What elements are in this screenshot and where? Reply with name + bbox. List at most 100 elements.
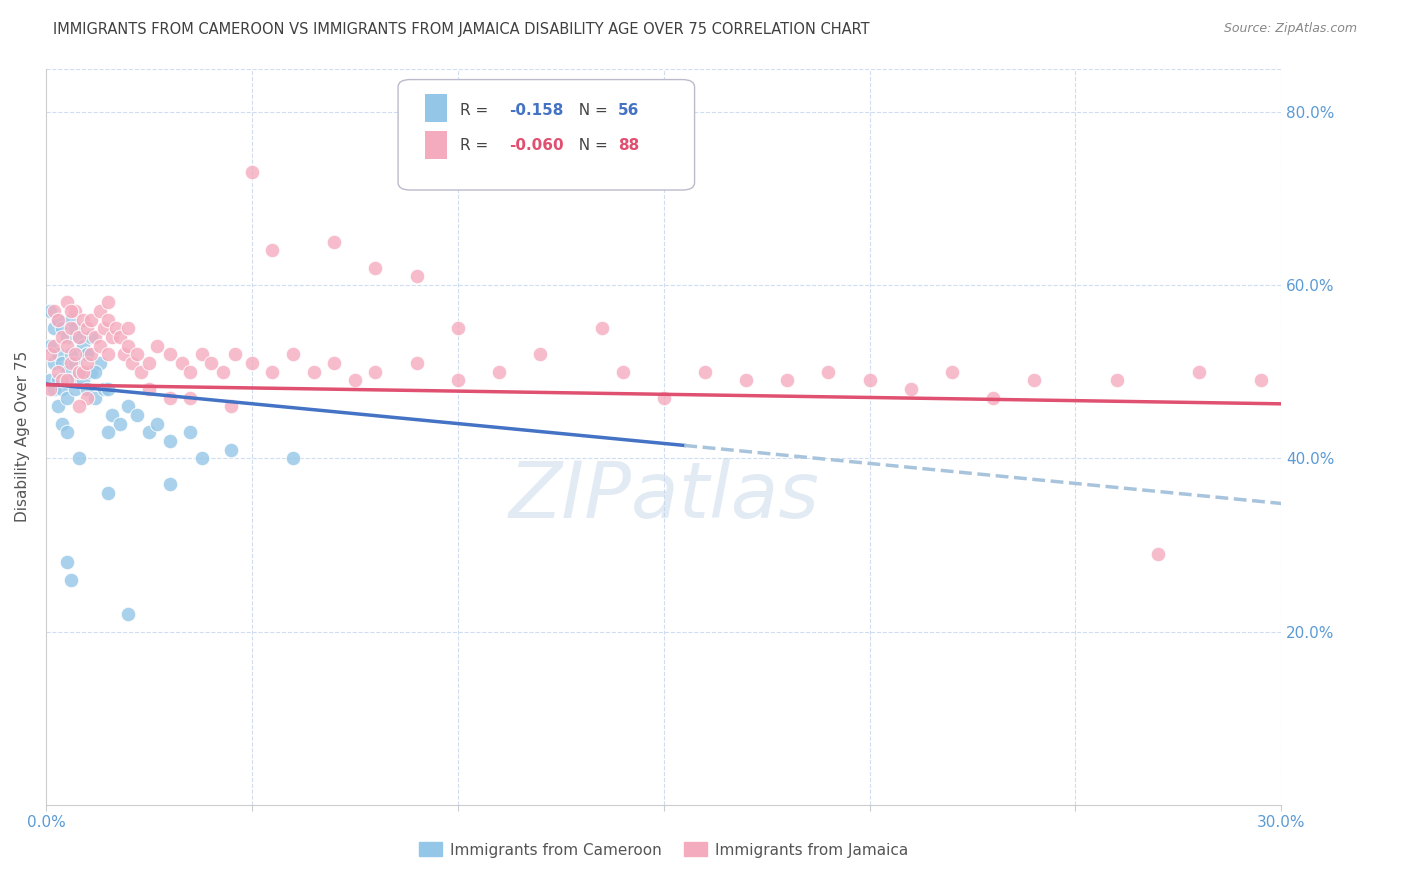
Point bbox=[776, 373, 799, 387]
Point bbox=[159, 347, 181, 361]
Point bbox=[72, 365, 94, 379]
Point bbox=[46, 347, 69, 361]
Point bbox=[51, 330, 73, 344]
Point bbox=[817, 365, 839, 379]
Point bbox=[39, 304, 62, 318]
Point bbox=[262, 365, 284, 379]
Text: 88: 88 bbox=[619, 138, 640, 153]
Text: Source: ZipAtlas.com: Source: ZipAtlas.com bbox=[1223, 22, 1357, 36]
Point bbox=[63, 321, 86, 335]
Point bbox=[200, 356, 222, 370]
Point bbox=[97, 382, 120, 396]
Point bbox=[63, 356, 86, 370]
Point bbox=[89, 339, 111, 353]
Point bbox=[146, 417, 169, 431]
Text: N =: N = bbox=[568, 103, 612, 118]
Point bbox=[59, 373, 82, 387]
Point bbox=[364, 365, 387, 379]
Point bbox=[59, 347, 82, 361]
Point bbox=[51, 356, 73, 370]
Point bbox=[858, 373, 880, 387]
Text: -0.060: -0.060 bbox=[509, 138, 564, 153]
Point bbox=[224, 347, 246, 361]
Point bbox=[80, 347, 103, 361]
Point bbox=[405, 269, 427, 284]
Point bbox=[46, 313, 69, 327]
Point bbox=[364, 260, 387, 275]
Point bbox=[129, 365, 152, 379]
Point bbox=[59, 304, 82, 318]
Point bbox=[138, 425, 160, 440]
Point bbox=[138, 382, 160, 396]
Point bbox=[97, 347, 120, 361]
Point bbox=[51, 321, 73, 335]
Point bbox=[44, 339, 66, 353]
Point bbox=[323, 235, 346, 249]
FancyBboxPatch shape bbox=[398, 79, 695, 190]
Legend: Immigrants from Cameroon, Immigrants from Jamaica: Immigrants from Cameroon, Immigrants fro… bbox=[413, 837, 914, 863]
Point bbox=[44, 356, 66, 370]
Point bbox=[117, 400, 139, 414]
Point bbox=[44, 382, 66, 396]
Point bbox=[63, 347, 86, 361]
Point bbox=[55, 373, 77, 387]
Point bbox=[80, 313, 103, 327]
Point bbox=[72, 339, 94, 353]
Point bbox=[343, 373, 366, 387]
Bar bbox=[425, 131, 447, 159]
Text: N =: N = bbox=[568, 138, 612, 153]
Point bbox=[46, 373, 69, 387]
Point bbox=[281, 347, 304, 361]
Point bbox=[72, 313, 94, 327]
Point bbox=[1147, 547, 1170, 561]
Point bbox=[735, 373, 758, 387]
Point bbox=[146, 339, 169, 353]
Point bbox=[179, 391, 201, 405]
Point bbox=[179, 365, 201, 379]
Point bbox=[76, 382, 98, 396]
Point bbox=[1105, 373, 1128, 387]
Bar bbox=[425, 95, 447, 122]
Point bbox=[693, 365, 716, 379]
Point bbox=[302, 365, 325, 379]
Point bbox=[212, 365, 235, 379]
Point bbox=[529, 347, 551, 361]
Point bbox=[159, 477, 181, 491]
Point bbox=[80, 365, 103, 379]
Point bbox=[67, 330, 90, 344]
Point bbox=[93, 382, 115, 396]
Point bbox=[488, 365, 510, 379]
Point bbox=[67, 365, 90, 379]
Point bbox=[39, 347, 62, 361]
Point bbox=[900, 382, 922, 396]
Point bbox=[170, 356, 193, 370]
Point bbox=[76, 356, 98, 370]
Point bbox=[72, 373, 94, 387]
Point bbox=[59, 313, 82, 327]
Point bbox=[121, 356, 143, 370]
Point bbox=[55, 339, 77, 353]
Point bbox=[89, 356, 111, 370]
Point bbox=[138, 356, 160, 370]
Text: R =: R = bbox=[460, 103, 498, 118]
Point bbox=[108, 330, 131, 344]
Point bbox=[191, 451, 214, 466]
Point bbox=[80, 330, 103, 344]
Point bbox=[97, 425, 120, 440]
Point bbox=[219, 400, 242, 414]
Point bbox=[76, 321, 98, 335]
Point bbox=[1188, 365, 1211, 379]
Point bbox=[55, 391, 77, 405]
Text: ZIPatlas: ZIPatlas bbox=[508, 458, 820, 533]
Text: -0.158: -0.158 bbox=[509, 103, 564, 118]
Point bbox=[101, 330, 124, 344]
Point bbox=[67, 330, 90, 344]
Point bbox=[44, 321, 66, 335]
Point bbox=[84, 365, 107, 379]
Point bbox=[219, 442, 242, 457]
Point bbox=[84, 391, 107, 405]
Point bbox=[55, 425, 77, 440]
Point bbox=[44, 304, 66, 318]
Point bbox=[981, 391, 1004, 405]
Point bbox=[67, 365, 90, 379]
